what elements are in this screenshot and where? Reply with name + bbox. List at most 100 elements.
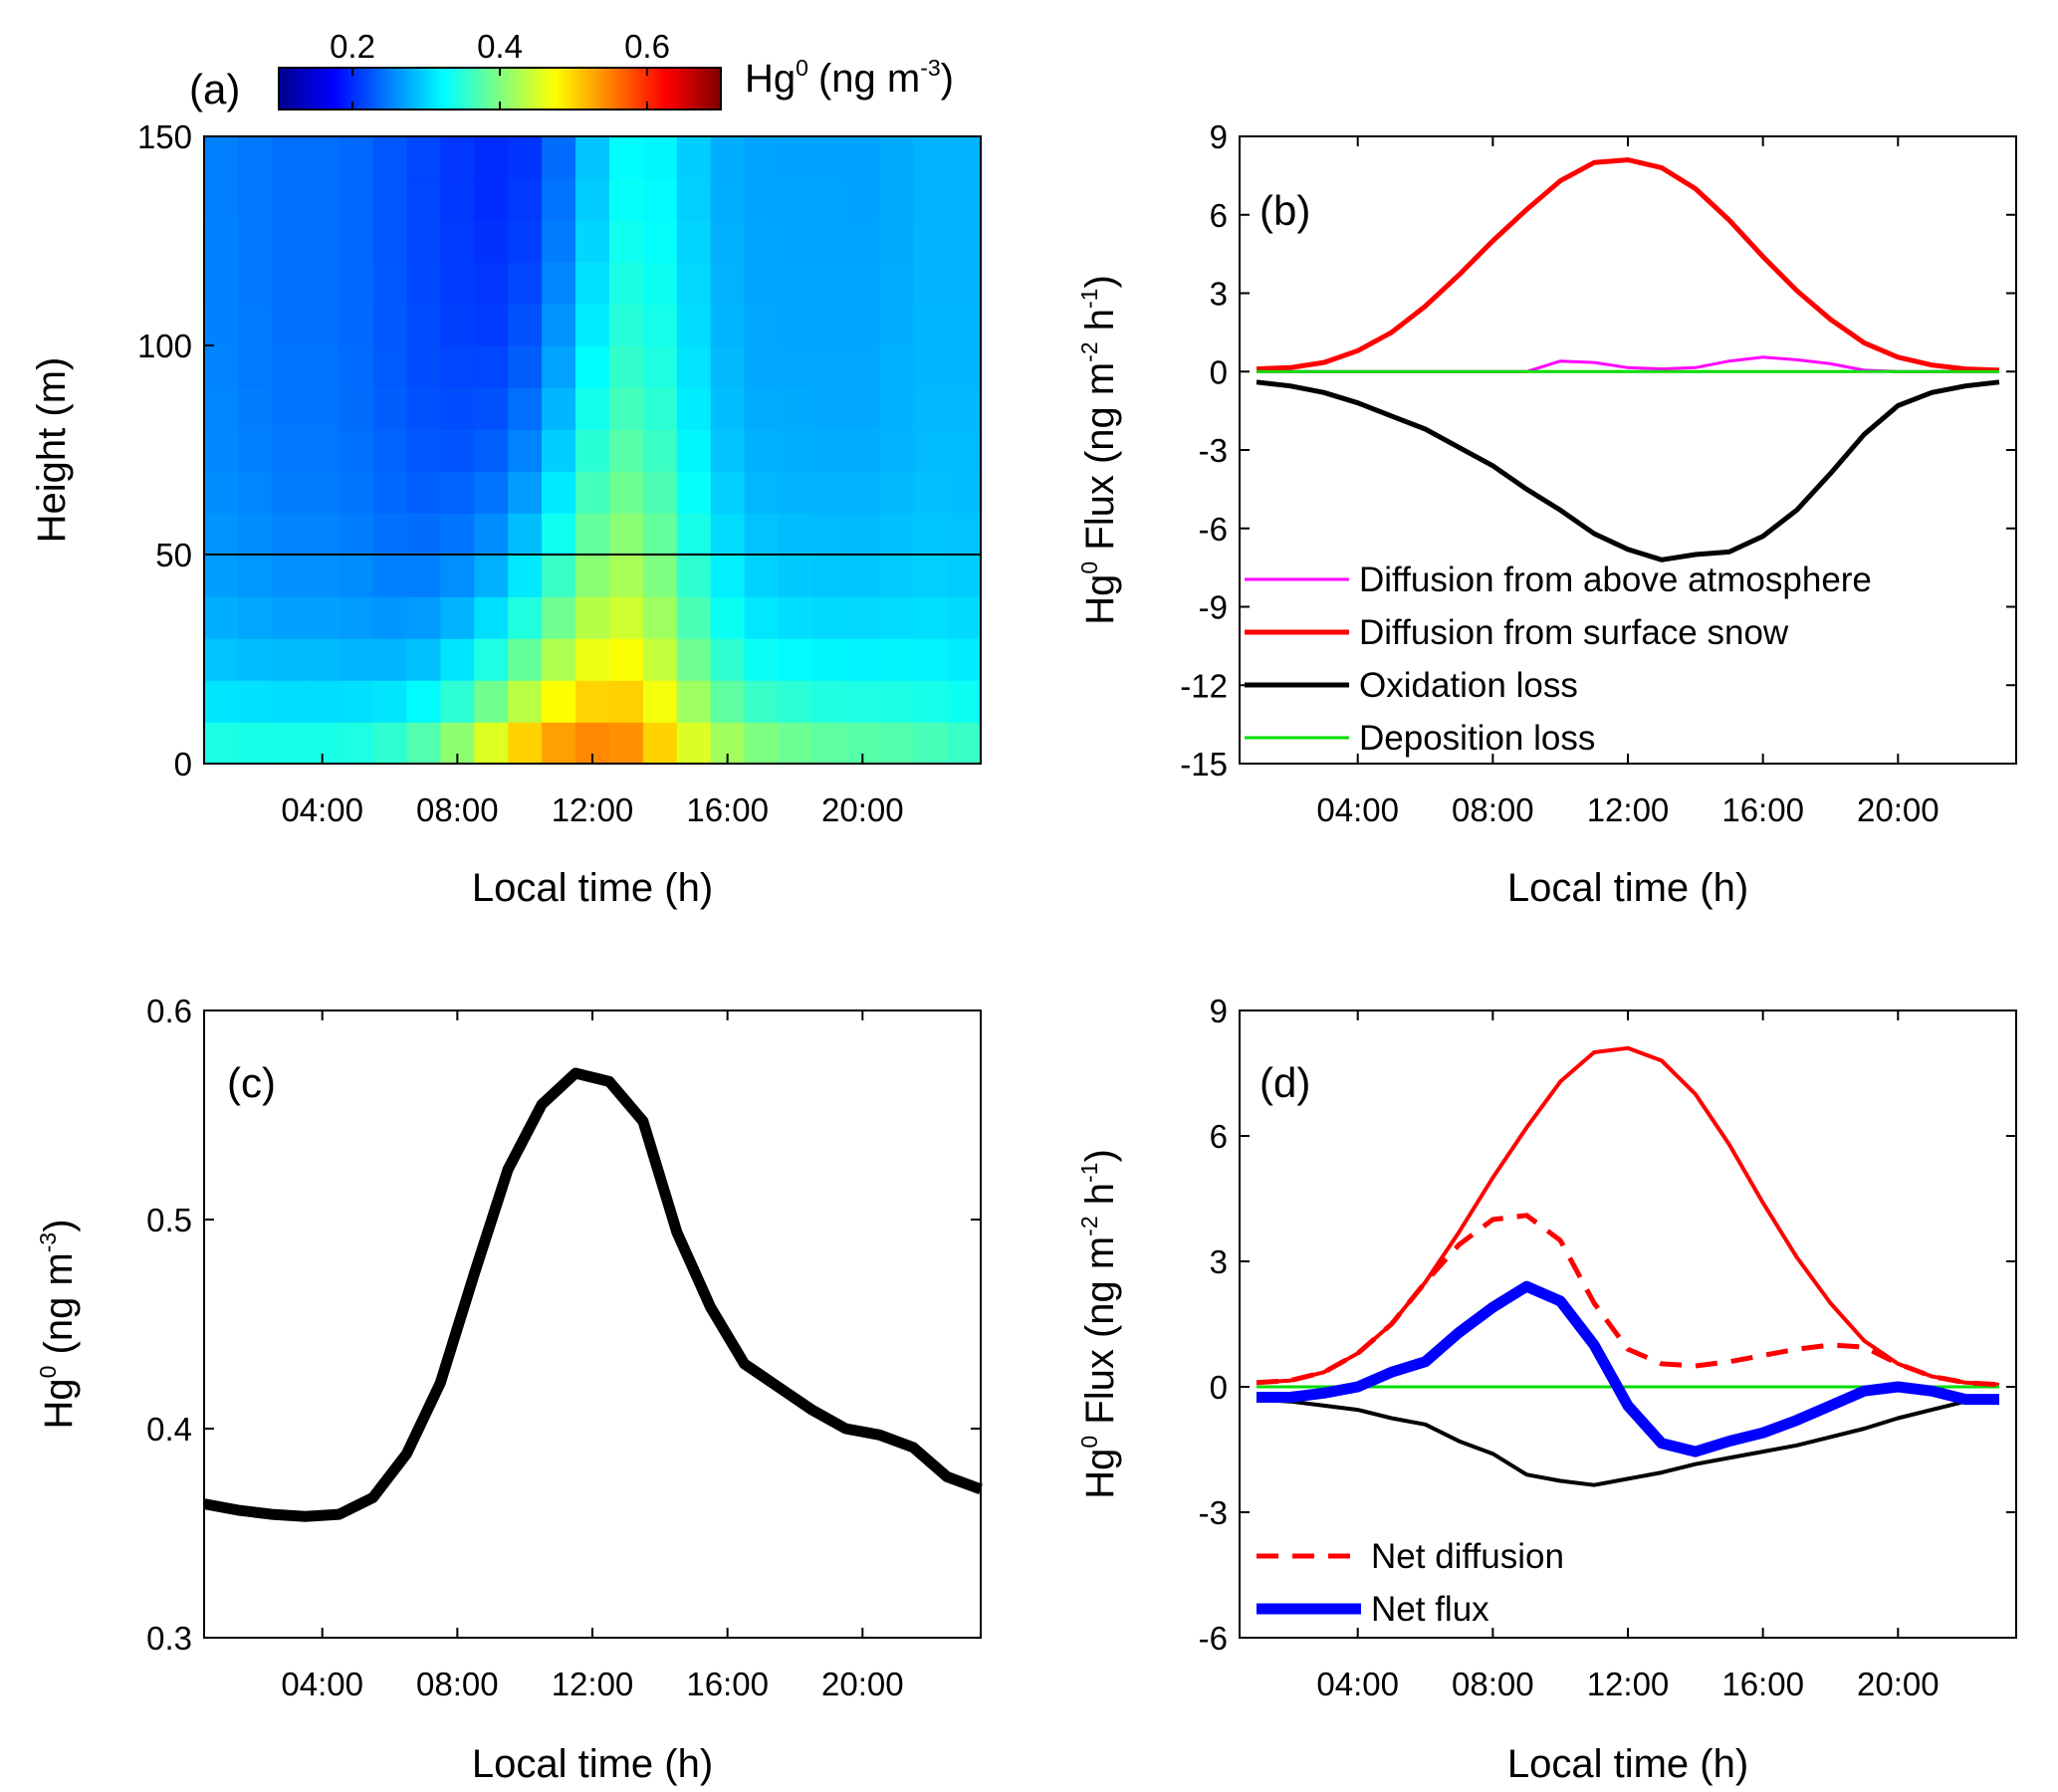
- heatmap-cell: [811, 638, 847, 681]
- heatmap-cell: [542, 387, 576, 430]
- heatmap-cell: [947, 429, 982, 472]
- heatmap-cell: [744, 345, 780, 388]
- heatmap-cell: [372, 220, 408, 263]
- heatmap-cell: [237, 429, 273, 472]
- series-line: [1257, 1280, 1999, 1457]
- heatmap-cell: [642, 555, 678, 597]
- panel-a: 0.2 0.4 0.6 Hg0 (ng m-3) (a) 04:00 08:00 12:0…: [30, 28, 982, 910]
- heatmap-cell: [676, 429, 712, 472]
- heatmap-cell: [778, 262, 813, 305]
- heatmap-cell: [271, 722, 307, 765]
- heatmap-cell: [237, 136, 273, 179]
- heatmap-cell: [271, 220, 307, 263]
- heatmap-cell: [845, 387, 880, 430]
- heatmap-cells: [204, 136, 982, 765]
- heatmap-cell: [642, 680, 678, 723]
- heatmap-cell: [204, 596, 239, 639]
- heatmap-cell: [508, 178, 543, 221]
- axis-ticks-d: 04:00 08:00 12:00 16:00 20:00 -6 -3 0 3 6 9: [1199, 993, 2016, 1702]
- y-tick-label: -3: [1199, 1494, 1228, 1531]
- heatmap-cell: [845, 429, 880, 472]
- y-tick-label: 0: [1210, 1369, 1228, 1406]
- y-tick-label: 9: [1210, 993, 1228, 1029]
- heatmap-cell: [642, 513, 678, 556]
- heatmap-cell: [508, 262, 543, 305]
- heatmap-cell: [947, 471, 982, 514]
- heatmap-cell: [508, 471, 543, 514]
- x-tick-label: 08:00: [416, 1666, 499, 1702]
- heatmap-cell: [947, 178, 982, 221]
- heatmap-cell: [778, 136, 813, 179]
- heatmap-cell: [542, 136, 576, 179]
- heatmap-cell: [305, 136, 341, 179]
- heatmap-cell: [676, 513, 712, 556]
- heatmap-cell: [542, 555, 576, 597]
- panel-label-b: (b): [1259, 187, 1310, 234]
- heatmap-cell: [575, 513, 610, 556]
- heatmap-cell: [710, 429, 746, 472]
- y-axis-label-b: Hg0 Flux (ng m-2 h-1): [1076, 275, 1122, 625]
- axes-box-b: [1239, 135, 2017, 765]
- heatmap-cell: [339, 638, 374, 681]
- heatmap-cell: [642, 220, 678, 263]
- heatmap-cell: [305, 513, 341, 556]
- heatmap-cell: [642, 178, 678, 221]
- x-tick-label: 16:00: [1721, 791, 1804, 828]
- x-tick-label: 04:00: [281, 791, 363, 828]
- heatmap-cell: [845, 513, 880, 556]
- heatmap-cell: [339, 680, 374, 723]
- heatmap-cell: [947, 262, 982, 305]
- heatmap-cell: [271, 555, 307, 597]
- heatmap-cell: [305, 345, 341, 388]
- heatmap-cell: [609, 513, 644, 556]
- heatmap-cell: [575, 555, 610, 597]
- y-tick-label: 6: [1210, 1118, 1228, 1155]
- y-tick-label: -15: [1180, 746, 1228, 783]
- heatmap-cell: [575, 262, 610, 305]
- heatmap-cell: [542, 471, 576, 514]
- heatmap-cell: [474, 680, 509, 723]
- y-tick-label: 0.6: [146, 993, 192, 1029]
- heatmap-cell: [710, 471, 746, 514]
- heatmap-cell: [508, 429, 543, 472]
- legend-b: Diffusion from above atmosphere Diffusion…: [1245, 560, 1872, 758]
- heatmap-cell: [474, 387, 509, 430]
- heatmap-cell: [744, 596, 780, 639]
- heatmap-cell: [676, 555, 712, 597]
- heatmap-cell: [204, 638, 239, 681]
- heatmap-cell: [406, 345, 442, 388]
- y-tick-label: 0.5: [146, 1202, 192, 1238]
- panel-label-a: (a): [189, 66, 240, 112]
- heatmap-cell: [642, 387, 678, 430]
- heatmap-cell: [542, 680, 576, 723]
- heatmap-cell: [204, 387, 239, 430]
- heatmap-cell: [204, 722, 239, 765]
- heatmap-cell: [778, 304, 813, 346]
- x-axis-label-b: Local time (h): [1507, 866, 1748, 910]
- series-line: [1256, 157, 2000, 373]
- y-tick-label: 50: [155, 537, 192, 573]
- heatmap-cell: [474, 220, 509, 263]
- heatmap-cell: [440, 220, 476, 263]
- heatmap-cell: [406, 680, 442, 723]
- heatmap-cell: [845, 136, 880, 179]
- y-tick-label: 100: [137, 328, 192, 364]
- heatmap-cell: [609, 555, 644, 597]
- heatmap-cell: [845, 680, 880, 723]
- heatmap-cell: [372, 345, 408, 388]
- heatmap-cell: [372, 387, 408, 430]
- heatmap-cell: [305, 680, 341, 723]
- heatmap-cell: [947, 680, 982, 723]
- heatmap-cell: [305, 429, 341, 472]
- heatmap-cell: [609, 178, 644, 221]
- y-axis-label-d: Hg0 Flux (ng m-2 h-1): [1076, 1149, 1122, 1499]
- series-line: [1256, 1045, 2000, 1387]
- heatmap-cell: [913, 387, 948, 430]
- heatmap-cell: [947, 555, 982, 597]
- heatmap-cell: [913, 513, 948, 556]
- series-line: [1257, 355, 1999, 373]
- heatmap-cell: [508, 220, 543, 263]
- heatmap-cell: [271, 345, 307, 388]
- heatmap-cell: [778, 345, 813, 388]
- heatmap-cell: [778, 680, 813, 723]
